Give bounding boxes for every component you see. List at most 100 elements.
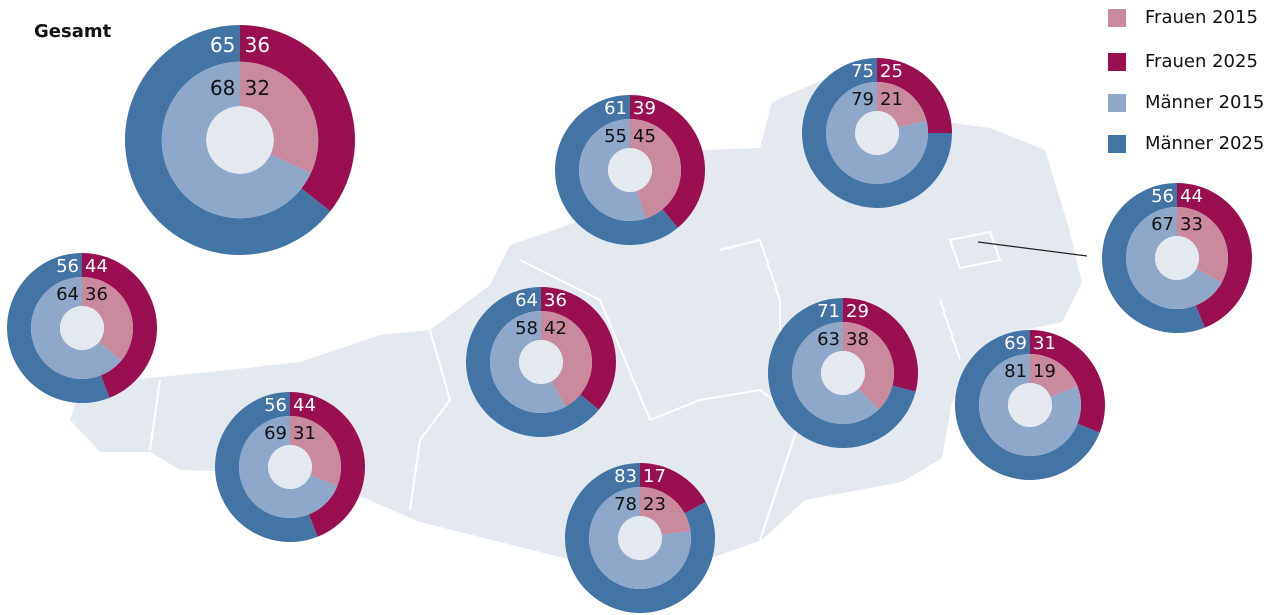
- segment: [565, 463, 716, 613]
- segment: [978, 354, 1081, 456]
- value-label: 78: [614, 494, 637, 515]
- segment: [541, 311, 592, 407]
- value-label: 36: [85, 284, 108, 305]
- donut-hole: [821, 351, 865, 395]
- segment: [1030, 330, 1105, 433]
- donut-hole: [519, 340, 563, 384]
- segment: [31, 277, 122, 380]
- value-label: 56: [1151, 186, 1174, 207]
- segment: [161, 61, 311, 219]
- segment: [290, 392, 365, 537]
- segment: [541, 287, 617, 410]
- value-label: 44: [85, 256, 108, 277]
- segment: [7, 253, 110, 403]
- value-label: 36: [245, 33, 270, 57]
- value-label: 68: [210, 76, 235, 100]
- value-label: 45: [633, 126, 656, 147]
- donut-hole: [1008, 383, 1052, 427]
- value-label: 56: [264, 395, 287, 416]
- segment: [826, 82, 929, 184]
- value-label: 31: [1033, 333, 1056, 354]
- value-label: 44: [293, 395, 316, 416]
- segment: [955, 330, 1100, 481]
- legend-label: Männer 2015: [1145, 92, 1264, 113]
- segment: [877, 58, 952, 133]
- value-label: 69: [1004, 333, 1027, 354]
- segment: [802, 58, 952, 208]
- segment: [240, 25, 355, 212]
- segment: [124, 25, 331, 255]
- value-label: 75: [851, 61, 874, 82]
- value-label: 64: [56, 284, 79, 305]
- segment: [579, 119, 646, 222]
- segment: [640, 463, 706, 514]
- value-label: 83: [614, 466, 637, 487]
- donut-hole: [855, 111, 899, 155]
- value-label: 61: [604, 98, 627, 119]
- segment: [1030, 354, 1078, 397]
- donut-hole: [618, 516, 662, 560]
- value-label: 19: [1033, 361, 1056, 382]
- segment: [589, 487, 691, 589]
- segment: [1102, 183, 1205, 334]
- segment: [490, 311, 566, 414]
- segment: [630, 95, 705, 228]
- segment: [240, 61, 319, 174]
- segment: [877, 82, 927, 128]
- segment: [82, 253, 158, 398]
- segment: [630, 119, 681, 219]
- segment: [82, 277, 134, 361]
- title: Gesamt: [34, 21, 112, 42]
- segment: [554, 95, 678, 246]
- value-label: 81: [1004, 361, 1027, 382]
- value-label: 29: [846, 301, 869, 322]
- value-label: 69: [264, 423, 287, 444]
- legend-swatch: [1108, 94, 1126, 112]
- donut-hole: [60, 306, 104, 350]
- value-label: 33: [1180, 214, 1203, 235]
- value-label: 39: [633, 98, 656, 119]
- legend-swatch: [1108, 53, 1126, 71]
- segment: [466, 287, 599, 438]
- segment: [239, 416, 338, 518]
- segment: [214, 392, 318, 542]
- legend-label: Männer 2025: [1145, 133, 1264, 154]
- donut-hole: [608, 148, 652, 192]
- legend-swatch: [1108, 135, 1126, 153]
- segment: [792, 322, 879, 425]
- value-label: 38: [846, 329, 869, 350]
- legend-label: Frauen 2015: [1145, 7, 1258, 28]
- value-label: 21: [880, 89, 903, 110]
- value-label: 63: [817, 329, 840, 350]
- segment: [768, 298, 916, 449]
- value-label: 17: [643, 466, 666, 487]
- value-label: 42: [544, 318, 567, 339]
- value-label: 79: [851, 89, 874, 110]
- segment: [843, 322, 894, 410]
- donut-hole: [1155, 236, 1199, 280]
- legend-label: Frauen 2025: [1145, 51, 1258, 72]
- value-label: 55: [604, 126, 627, 147]
- value-label: 31: [293, 423, 316, 444]
- value-label: 64: [515, 290, 538, 311]
- value-label: 32: [245, 76, 270, 100]
- value-label: 44: [1180, 186, 1203, 207]
- segment: [1177, 183, 1253, 328]
- value-label: 36: [544, 290, 567, 311]
- value-label: 58: [515, 318, 538, 339]
- segment: [640, 487, 691, 535]
- value-label: 23: [643, 494, 666, 515]
- value-label: 65: [210, 33, 235, 57]
- value-label: 71: [817, 301, 840, 322]
- segment: [1126, 207, 1222, 310]
- leader-line: [977, 241, 1088, 257]
- donut-hole: [268, 445, 312, 489]
- value-label: 56: [56, 256, 79, 277]
- value-label: 67: [1151, 214, 1174, 235]
- value-label: 25: [880, 61, 903, 82]
- legend-swatch: [1108, 9, 1126, 27]
- donut-hole: [206, 106, 274, 174]
- segment: [843, 298, 919, 392]
- segment: [290, 416, 342, 486]
